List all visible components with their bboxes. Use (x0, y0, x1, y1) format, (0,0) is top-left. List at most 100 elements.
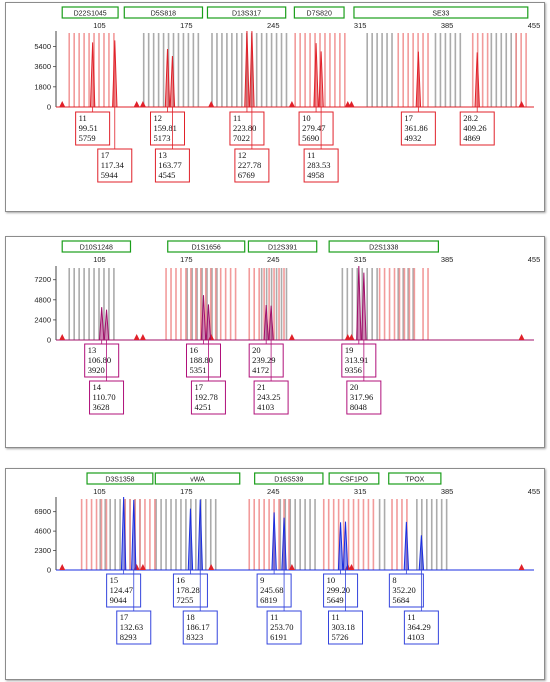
bin-gray (142, 33, 145, 107)
bin-red (329, 33, 331, 107)
peak (164, 48, 171, 108)
x-tick-label: 455 (528, 487, 541, 496)
bin-red (334, 33, 336, 107)
peak (356, 265, 362, 341)
bin-gray (114, 499, 116, 570)
allele-name: 11 (407, 612, 415, 622)
allele-name: 15 (110, 575, 119, 585)
bin-red (288, 499, 290, 570)
bin-red (214, 268, 217, 340)
bin-red (248, 499, 251, 570)
bin-gray (391, 33, 393, 107)
allele-call-box (266, 610, 302, 645)
marker-box (247, 240, 318, 253)
bin-red (357, 499, 360, 570)
allele-call-box (248, 343, 284, 378)
bin-gray (434, 33, 437, 107)
peak (318, 51, 324, 108)
allele-name: 20 (252, 345, 260, 355)
y-tick-label: 2300 (34, 546, 51, 555)
bin-red (402, 33, 404, 107)
allele-call-box (185, 343, 221, 378)
marker-label: D13S317 (232, 11, 261, 18)
bin-red (154, 499, 156, 570)
allele-size: 106.80 (88, 355, 111, 365)
panel-purple-dye: D10S1248 D1S1656 D12S391 D2S1338 105 175 245 31… (5, 236, 545, 448)
allele-size: 317.96 (350, 392, 373, 402)
allele-call-box (234, 148, 270, 183)
allele-call-box (303, 148, 339, 183)
allele-size: 117.34 (101, 160, 125, 170)
bin-red (337, 499, 340, 570)
allele-size: 163.77 (158, 160, 181, 170)
x-tick-label: 385 (441, 21, 454, 30)
bin-gray (255, 33, 258, 107)
bin-gray (397, 268, 400, 340)
allele-name: 17 (120, 612, 129, 622)
bin-gray (270, 268, 273, 340)
bin-red (165, 268, 167, 340)
bin-gray (265, 33, 268, 107)
bin-red (190, 268, 192, 340)
bin-red (309, 33, 311, 107)
marker-label: SE33 (432, 11, 449, 18)
bin-gray (192, 33, 195, 107)
bin-red (229, 268, 232, 340)
peak (271, 512, 277, 571)
bin-red (73, 33, 75, 107)
bin-gray (280, 268, 283, 340)
bin-red (80, 499, 83, 570)
bin-red (263, 499, 265, 570)
allele-call-box (190, 380, 226, 415)
bin-gray (378, 499, 381, 570)
peak (313, 43, 319, 108)
allele-height: 6191 (270, 632, 287, 642)
off-ladder-marker (518, 334, 525, 340)
allele-height: 4932 (404, 133, 421, 143)
bin-gray (346, 268, 349, 340)
allele-height: 5649 (327, 595, 344, 605)
panel-blue-dye: D3S1358 vWA D16S539 CSF1PO TPOX 105 175 245 315 3… (5, 468, 545, 680)
bin-gray (104, 499, 107, 570)
bin-red (253, 268, 256, 340)
off-ladder-marker (133, 334, 140, 340)
off-ladder-marker (139, 564, 146, 570)
peak (263, 305, 269, 341)
bin-gray (226, 33, 228, 107)
marker-label: D5S818 (151, 11, 176, 18)
bin-red (299, 33, 301, 107)
electropherogram-red: D22S1045 D5S818 D13S317 D7S820 SE33 105 175 245… (34, 6, 540, 183)
allele-size: 313.91 (345, 355, 368, 365)
bin-red (344, 33, 346, 107)
marker-label: TPOX (405, 477, 424, 484)
bin-gray (214, 499, 217, 570)
allele-name: 17 (404, 113, 413, 123)
allele-call-box (346, 380, 382, 415)
bin-red (398, 268, 401, 340)
y-tick-label: 4600 (34, 527, 51, 536)
allele-height: 5684 (392, 595, 410, 605)
bin-gray (314, 499, 316, 570)
peak (418, 535, 425, 571)
bin-red (367, 499, 370, 570)
bin-gray (285, 33, 288, 107)
y-tick-label-zero: 0 (47, 336, 51, 345)
bin-gray (279, 499, 282, 570)
bin-red (170, 268, 172, 340)
x-tick-label: 385 (441, 487, 454, 496)
peak (197, 499, 203, 571)
bin-gray (209, 499, 212, 570)
bin-red (412, 33, 414, 107)
bin-gray (270, 33, 273, 107)
bin-gray (236, 33, 238, 107)
allele-call-box (84, 343, 120, 378)
allele-size: 110.70 (93, 392, 116, 402)
bin-red (144, 499, 146, 570)
marker-box (254, 472, 324, 485)
bin-gray (78, 268, 80, 340)
bin-gray (221, 33, 223, 107)
bin-red (427, 268, 429, 340)
allele-size: 253.70 (270, 622, 293, 632)
marker-label: D7S820 (307, 11, 332, 18)
allele-call-box (182, 610, 218, 645)
